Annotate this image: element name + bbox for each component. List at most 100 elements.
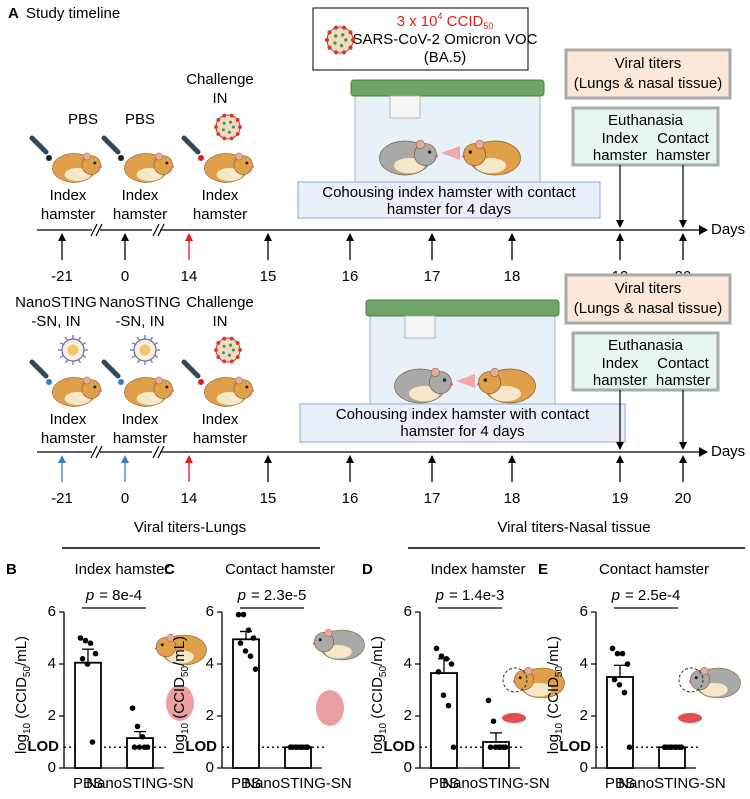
- dropper-icon: [101, 359, 121, 379]
- data-point: [490, 718, 497, 724]
- day-label: 14: [181, 268, 198, 285]
- day-label: 14: [181, 490, 198, 507]
- euthanasia-box: [571, 331, 720, 392]
- arrow-head: [58, 455, 66, 463]
- day-label: 0: [121, 268, 129, 285]
- hamster-ear: [324, 629, 333, 637]
- data-point: [616, 682, 623, 688]
- hamster-head: [689, 669, 711, 691]
- hamster-icon: [477, 367, 536, 404]
- virus-spike: [238, 125, 242, 129]
- virus-spike: [238, 348, 242, 352]
- data-point: [445, 702, 452, 709]
- hamster-nose: [477, 382, 481, 386]
- hamster-head: [513, 669, 535, 691]
- p-value: p = 2.5e-4: [611, 587, 681, 604]
- y-tick-label: 6: [404, 603, 412, 620]
- treatment-label: -SN, IN: [115, 313, 164, 330]
- data-point: [485, 697, 492, 704]
- virus-spike: [216, 341, 221, 345]
- y-tick-label: 0: [48, 759, 56, 776]
- data-point: [450, 744, 457, 750]
- data-point: [250, 635, 257, 641]
- data-point: [84, 661, 91, 667]
- cohousing-box: [299, 403, 626, 443]
- data-point: [89, 739, 96, 745]
- arrow-head: [346, 455, 354, 463]
- data-point: [79, 656, 86, 662]
- virus-spike: [229, 113, 234, 118]
- hamster-nose: [99, 165, 102, 168]
- nasal-icon: [502, 713, 526, 723]
- hamster-nose: [251, 165, 254, 168]
- hamster-icon: [204, 152, 254, 183]
- virus-dot: [228, 343, 233, 347]
- hamster-icon: [688, 667, 741, 699]
- p-symbol: p: [611, 587, 620, 604]
- x-tick-label: NanoSTING-SN: [618, 775, 726, 792]
- day-label: -21: [51, 490, 73, 507]
- hamster-ear: [166, 634, 175, 642]
- hamster-icon: [204, 376, 254, 407]
- hamster-eye: [93, 385, 97, 389]
- virus-dot: [339, 43, 344, 48]
- hamster-ear: [155, 376, 163, 385]
- hamster-ear: [524, 667, 533, 675]
- y-label-part: (CCID: [545, 677, 562, 723]
- hamster-ear: [155, 152, 163, 161]
- virus-spike: [348, 30, 353, 35]
- y-label-sub: 10: [554, 722, 565, 734]
- hamster-icon: [154, 634, 207, 666]
- arrow-head: [185, 233, 193, 241]
- day-label: -21: [51, 268, 73, 285]
- hamster-head: [153, 155, 173, 175]
- drop-icon: [198, 379, 204, 385]
- hamster-eye: [518, 676, 522, 680]
- y-label-part: (CCID: [13, 677, 30, 723]
- readout-text: Viral titers: [615, 280, 681, 297]
- arrow-head: [679, 233, 687, 241]
- virus-spike: [222, 113, 227, 118]
- hamster-eye: [165, 385, 169, 389]
- virus-dot: [222, 344, 226, 348]
- chart-title: Index hamster: [74, 561, 169, 578]
- hamster-eye: [165, 161, 169, 165]
- y-label-part: /mL): [369, 636, 386, 666]
- y-tick-label: 6: [580, 603, 588, 620]
- arrow-head: [616, 455, 624, 463]
- x-tick-label: PBS: [231, 775, 261, 792]
- y-label-sub: 10: [180, 722, 191, 734]
- arrow-head: [346, 233, 354, 241]
- data-point: [240, 611, 247, 618]
- nose-highlight: [678, 667, 704, 693]
- hamster-ear: [235, 152, 243, 161]
- y-axis-label: log10 (CCID50/mL): [13, 636, 33, 754]
- y-label-part: log: [171, 734, 188, 754]
- inoculum-line: (BA.5): [424, 49, 467, 66]
- y-tick-label: 6: [206, 603, 214, 620]
- data-point: [433, 645, 440, 652]
- day-label: 16: [342, 490, 359, 507]
- hamster-icon: [394, 367, 453, 404]
- axis-break: [90, 445, 98, 459]
- hamster-head: [81, 379, 101, 399]
- arrow-head: [121, 455, 129, 463]
- y-label-sub: 10: [378, 722, 389, 734]
- chart-title: Contact hamster: [225, 561, 335, 578]
- data-point: [487, 744, 494, 750]
- nanoparticle-spike: [59, 354, 64, 359]
- hamster-nose: [688, 680, 692, 683]
- cage-feeder: [389, 95, 421, 119]
- hamster-icon: [462, 139, 521, 176]
- data-point: [497, 744, 504, 750]
- virus-spike: [235, 355, 240, 359]
- hamster-ear: [83, 376, 91, 385]
- hamster-eye: [245, 385, 249, 389]
- data-point: [252, 666, 259, 672]
- hamster-eye: [483, 378, 488, 382]
- axis-break: [95, 223, 103, 237]
- subject-label: hamster: [193, 206, 247, 223]
- hamster-head: [313, 631, 335, 653]
- virus-spike: [229, 336, 234, 341]
- virus-spike: [222, 336, 227, 341]
